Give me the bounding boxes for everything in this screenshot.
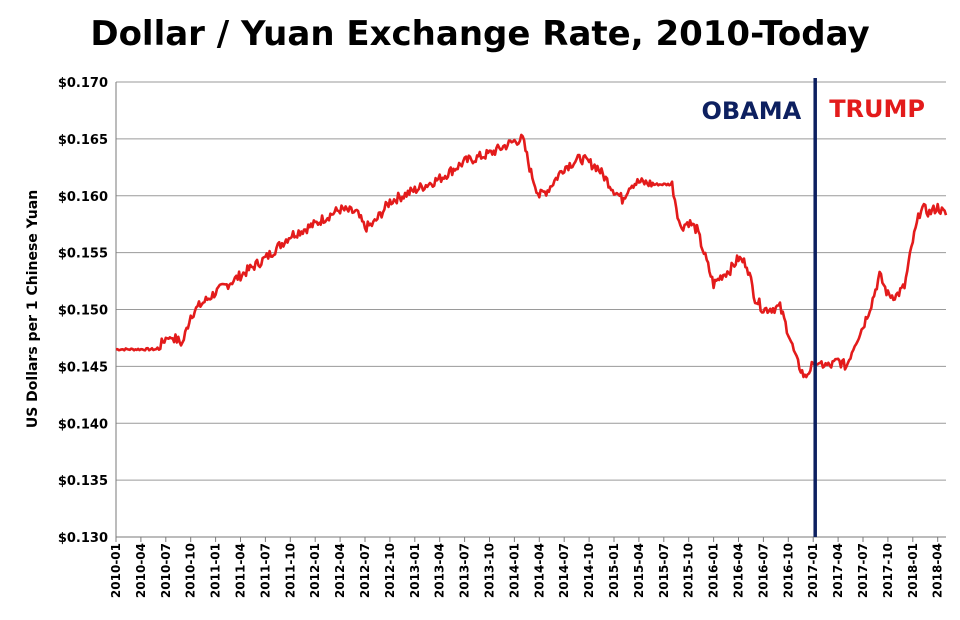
y-tick-label: $0.155 bbox=[58, 247, 108, 262]
x-tick-label: 2018-04 bbox=[931, 543, 945, 598]
x-tick-label: 2015-10 bbox=[682, 543, 696, 598]
annotation-layer: OBAMA TRUMP bbox=[701, 95, 925, 125]
y-tick-label: $0.145 bbox=[58, 360, 108, 375]
x-tick-label: 2016-10 bbox=[781, 543, 795, 598]
x-tick-label: 2010-10 bbox=[184, 543, 198, 598]
x-tick-label: 2011-10 bbox=[283, 543, 297, 598]
y-tick-label: $0.150 bbox=[58, 304, 108, 319]
x-tick-label: 2013-04 bbox=[433, 543, 447, 598]
x-tick-label: 2014-07 bbox=[557, 543, 571, 598]
series-layer bbox=[115, 133, 948, 379]
x-tick-label: 2016-04 bbox=[732, 543, 746, 598]
x-tick-label: 2014-04 bbox=[532, 543, 546, 598]
y-tick-label: $0.130 bbox=[58, 531, 108, 546]
x-tick-label: 2012-04 bbox=[333, 543, 347, 598]
x-tick-label: 2012-01 bbox=[308, 543, 322, 598]
x-tick-label: 2010-01 bbox=[109, 543, 123, 598]
y-tick-label: $0.165 bbox=[58, 133, 108, 148]
x-tick-label: 2017-04 bbox=[831, 543, 845, 598]
x-tick-label: 2013-07 bbox=[458, 543, 472, 598]
annotation-trump: TRUMP bbox=[829, 95, 925, 123]
x-tick-label: 2015-01 bbox=[607, 543, 621, 598]
x-tick-label: 2015-07 bbox=[657, 543, 671, 598]
chart-title: Dollar / Yuan Exchange Rate, 2010-Today bbox=[90, 14, 870, 54]
x-tick-label: 2012-10 bbox=[383, 543, 397, 598]
x-tick-labels: 2010-01 2010-04 2010-07 2010-10 2011-01 2011-… bbox=[109, 537, 945, 598]
x-tick-label: 2011-01 bbox=[209, 543, 223, 598]
x-tick-label: 2012-07 bbox=[358, 543, 372, 598]
x-tick-label: 2013-01 bbox=[408, 543, 422, 598]
x-tick-label: 2010-07 bbox=[159, 543, 173, 598]
y-axis-label: US Dollars per 1 Chinese Yuan bbox=[25, 190, 41, 428]
x-tick-label: 2010-04 bbox=[134, 543, 148, 598]
grid-layer bbox=[116, 81, 946, 481]
x-tick-label: 2011-04 bbox=[234, 543, 248, 598]
x-tick-label: 2017-10 bbox=[881, 543, 895, 598]
x-tick-label: 2017-07 bbox=[856, 543, 870, 598]
x-tick-label: 2013-10 bbox=[483, 543, 497, 598]
x-tick-label: 2018-01 bbox=[906, 543, 920, 598]
axis-layer bbox=[115, 82, 946, 538]
x-tick-label: 2014-01 bbox=[507, 543, 521, 598]
y-tick-label: $0.170 bbox=[58, 76, 108, 91]
x-tick-label: 2011-07 bbox=[258, 543, 272, 598]
annotation-obama: OBAMA bbox=[701, 97, 801, 125]
series-line bbox=[115, 133, 948, 379]
y-tick-label: $0.135 bbox=[58, 474, 108, 489]
x-tick-label: 2014-10 bbox=[582, 543, 596, 598]
y-tick-label: $0.160 bbox=[58, 190, 108, 205]
x-tick-label: 2016-01 bbox=[707, 543, 721, 598]
x-tick-label: 2017-01 bbox=[806, 543, 820, 598]
y-tick-label: $0.140 bbox=[58, 417, 108, 432]
y-tick-labels: $0.130 $0.135 $0.140 $0.145 $0.150 $0.155 $0.1… bbox=[58, 76, 108, 546]
x-tick-label: 2016-07 bbox=[756, 543, 770, 598]
x-tick-label: 2015-04 bbox=[632, 543, 646, 598]
